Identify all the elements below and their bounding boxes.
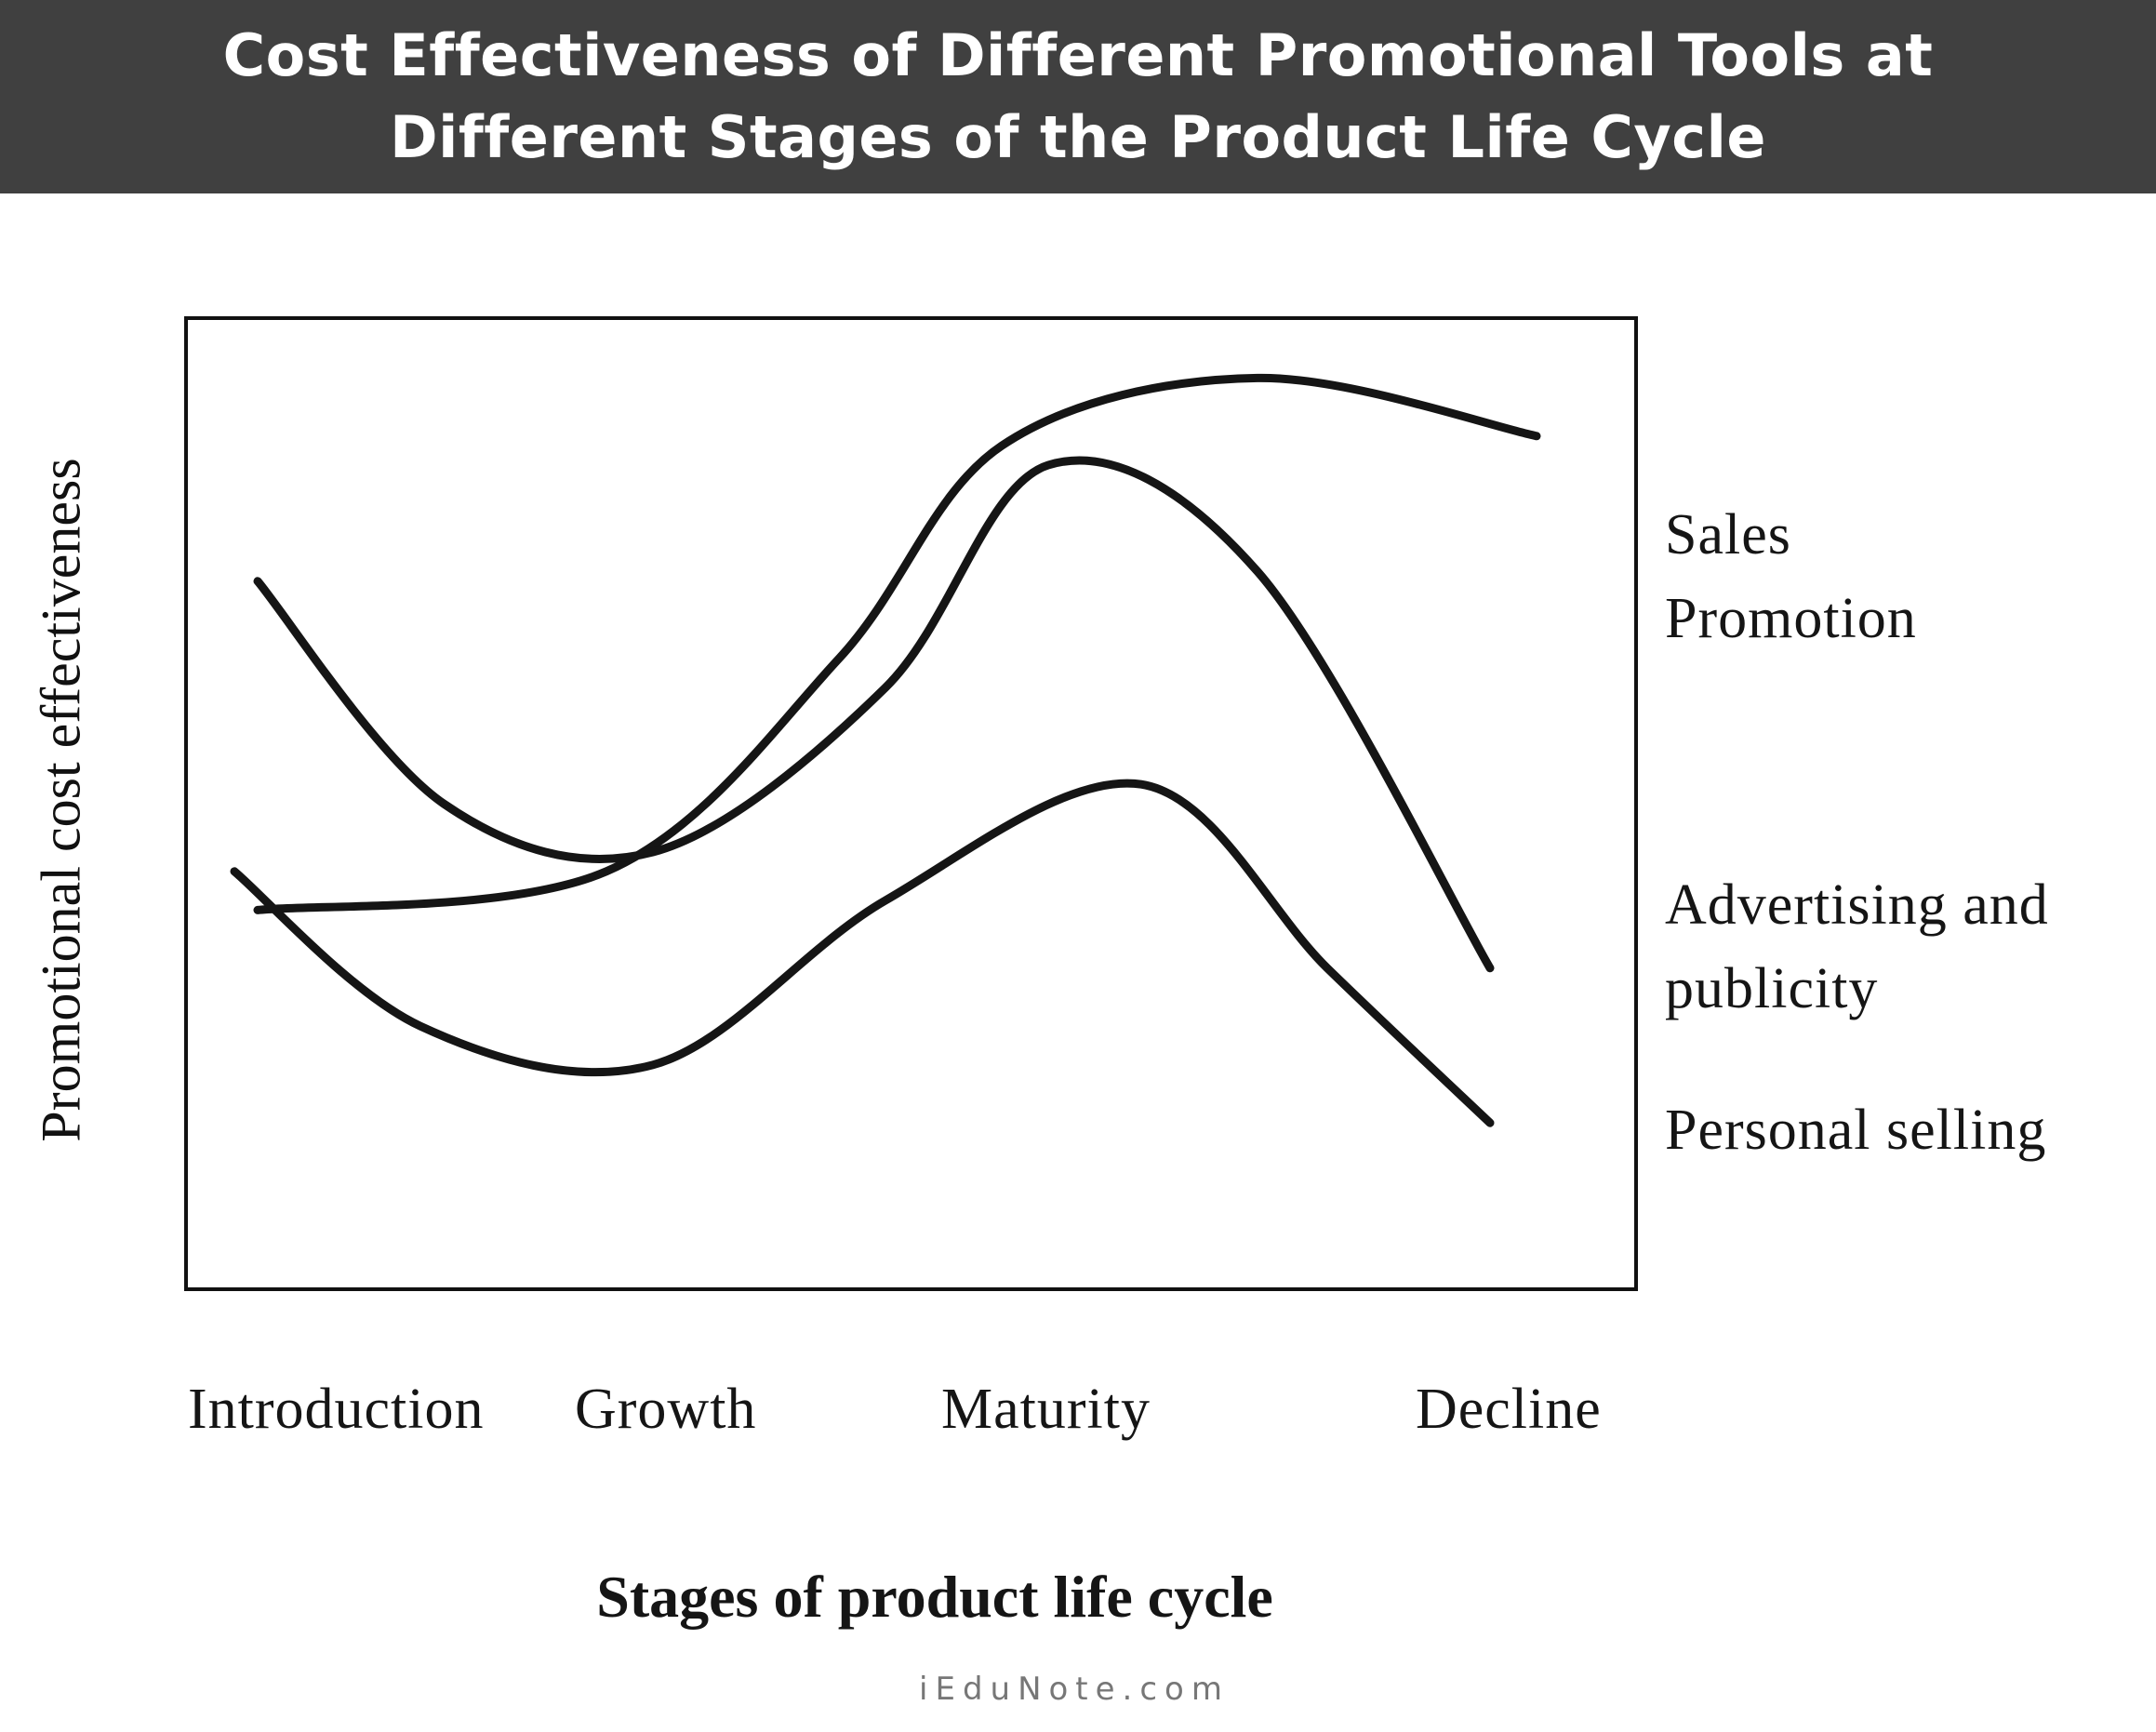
x-tick-label-maturity: Maturity [941, 1378, 1151, 1441]
x-tick-label-decline: Decline [1416, 1378, 1602, 1441]
series-label-line: Advertising and [1665, 873, 2049, 937]
series-label-advertising: Advertising and publicity [1665, 863, 2049, 1031]
x-tick-label-introduction: Introduction [188, 1378, 485, 1441]
x-axis-label: Stages of product life cycle [596, 1564, 1273, 1630]
series-label-line: publicity [1665, 957, 1879, 1020]
series-label-line: Sales [1665, 503, 1791, 566]
series-label-line: Promotion [1665, 587, 1917, 650]
series-label-line: Personal selling [1665, 1099, 2047, 1162]
watermark: iEduNote.com [919, 1671, 1230, 1708]
chart-title-line-1: Cost Effectiveness of Different Promotio… [222, 21, 1934, 89]
chart-title-line-2: Different Stages of the Product Life Cyc… [390, 103, 1766, 171]
series-label-sales-promotion: Sales Promotion [1665, 493, 1917, 660]
title-banner: Cost Effectiveness of Different Promotio… [0, 0, 2156, 193]
plot-area [184, 316, 1638, 1291]
x-tick-label-growth: Growth [575, 1378, 757, 1441]
series-label-personal-selling: Personal selling [1665, 1088, 2046, 1172]
y-axis-label: Promotional cost effectiveness [30, 458, 92, 1142]
